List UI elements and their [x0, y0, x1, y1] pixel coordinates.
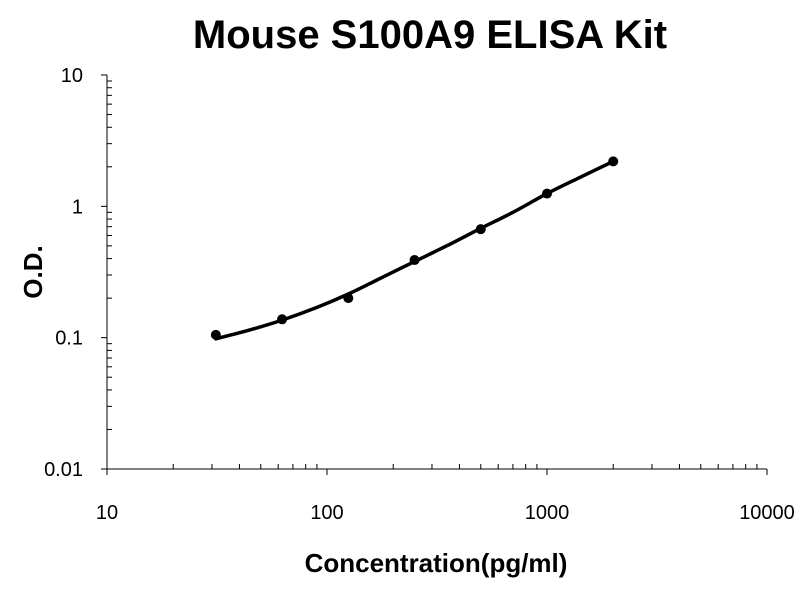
data-point: [210, 329, 221, 340]
data-point: [409, 255, 420, 266]
y-tick-label: 1: [72, 196, 83, 218]
y-tick-label: 10: [61, 65, 83, 87]
x-tick-label: 10: [96, 502, 118, 524]
data-point: [277, 314, 288, 325]
data-point: [608, 156, 619, 167]
x-axis-label: Concentration(pg/ml): [305, 548, 568, 578]
plot-axes: [101, 74, 768, 475]
data-points: [210, 156, 619, 340]
y-tick-label: 0.1: [55, 328, 83, 350]
data-point: [542, 188, 552, 199]
y-tick-labels: 0.01 0.1 1 10: [44, 65, 83, 481]
data-point: [475, 224, 486, 235]
y-axis-label: O.D.: [18, 245, 48, 298]
y-tick-label: 0.01: [44, 459, 83, 481]
chart-title: Mouse S100A9 ELISA Kit: [193, 13, 667, 57]
x-tick-labels: 10 100 1000 10000: [96, 502, 795, 524]
x-tick-label: 10000: [739, 502, 795, 524]
x-tick-label: 1000: [525, 502, 570, 524]
x-tick-label: 100: [310, 502, 343, 524]
data-point: [343, 293, 354, 304]
fit-curve-line: [214, 159, 615, 341]
